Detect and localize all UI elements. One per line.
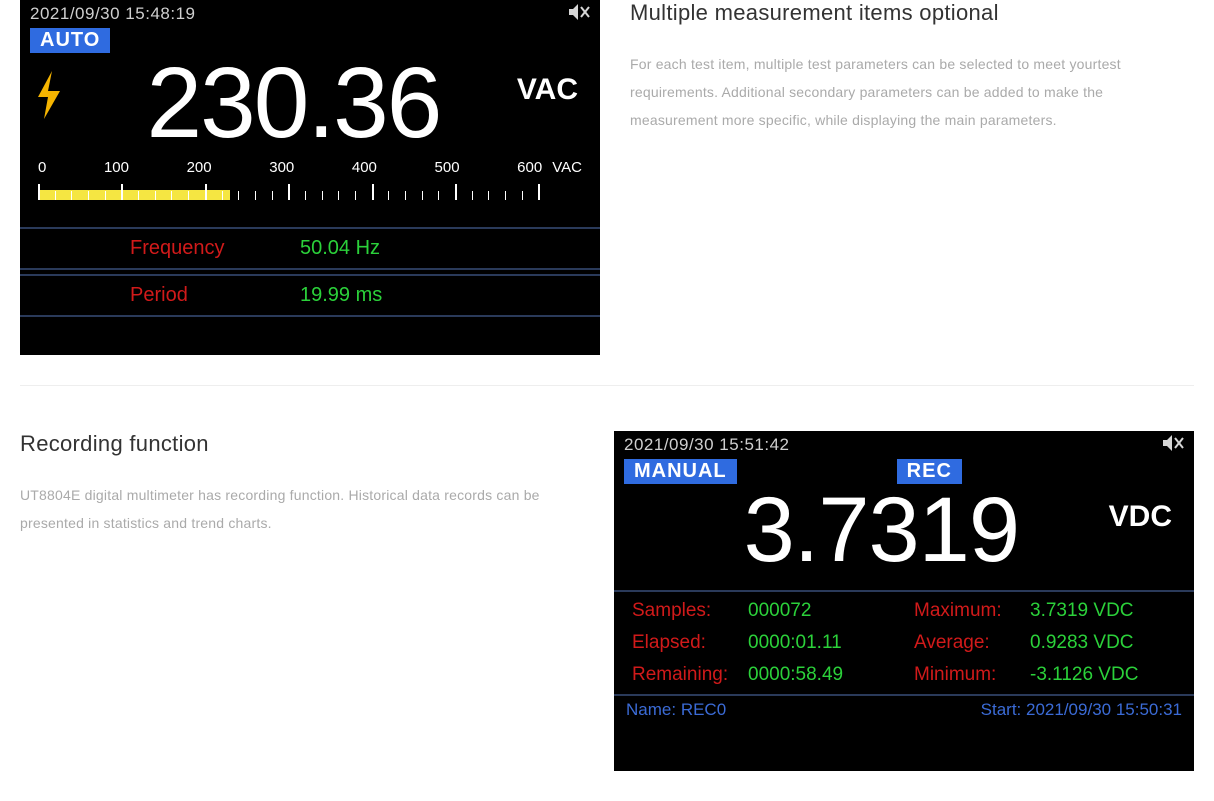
scale-tick — [105, 191, 106, 200]
mute-icon — [1162, 434, 1184, 457]
param-row: Period19.99 ms — [20, 274, 600, 317]
scale-labels: 0 100 200 300 400 500 600VAC — [38, 159, 582, 178]
footer-name: Name: REC0 — [626, 700, 726, 720]
scale-tick — [422, 191, 423, 200]
scale-tick — [305, 191, 306, 200]
scale-label: 100 — [104, 159, 129, 176]
divider — [614, 590, 1194, 592]
scale-tick — [171, 191, 172, 200]
param-label: Frequency — [20, 237, 300, 260]
mute-icon — [568, 3, 590, 26]
scale-tick — [272, 191, 273, 200]
scale-tick — [155, 191, 156, 200]
scale-label: 200 — [187, 159, 212, 176]
stat-label: Average: — [914, 632, 1018, 654]
section1-text: Multiple measurement items optional For … — [630, 0, 1194, 134]
scale-tick — [255, 191, 256, 200]
scale-tick — [322, 191, 323, 200]
primary-value: 3.7319 — [654, 484, 1109, 576]
stat-label: Maximum: — [914, 600, 1018, 622]
section-recording: Recording function UT8804E digital multi… — [20, 385, 1194, 801]
scale-tick — [472, 191, 473, 200]
stats-grid: Samples: 000072 Maximum: 3.7319 VDC Elapsed:… — [614, 600, 1194, 686]
footer-row: Name: REC0 Start: 2021/09/30 15:50:31 — [614, 694, 1194, 726]
scale-track — [38, 178, 582, 200]
scale-tick — [505, 191, 506, 200]
scale-tick — [538, 184, 540, 200]
stat-item: Remaining: 0000:58.49 — [632, 664, 894, 686]
stat-label: Minimum: — [914, 664, 1018, 686]
stat-item: Maximum: 3.7319 VDC — [914, 600, 1176, 622]
primary-value: 230.36 — [70, 53, 517, 153]
scale-tick — [138, 191, 139, 200]
scale-tick — [288, 184, 290, 200]
stat-item: Samples: 000072 — [632, 600, 894, 622]
stat-label: Samples: — [632, 600, 736, 622]
section2-text: Recording function UT8804E digital multi… — [20, 431, 584, 537]
scale-tick — [121, 184, 123, 200]
scale-tick — [188, 191, 189, 200]
scale-tick — [338, 191, 339, 200]
section2-heading: Recording function — [20, 431, 584, 457]
scale-label: 400 — [352, 159, 377, 176]
stat-label: Remaining: — [632, 664, 736, 686]
scale-tick — [238, 191, 239, 200]
scale-tick — [355, 191, 356, 200]
param-row: Frequency50.04 Hz — [20, 227, 600, 270]
param-value: 50.04 Hz — [300, 237, 380, 260]
scale-tick — [405, 191, 406, 200]
scale-label: 500 — [435, 159, 460, 176]
primary-unit: VAC — [517, 73, 578, 107]
stat-item: Elapsed: 0000:01.11 — [632, 632, 894, 654]
scale-unit: VAC — [552, 159, 582, 176]
stat-item: Minimum: -3.1126 VDC — [914, 664, 1176, 686]
stat-value: 0.9283 VDC — [1030, 632, 1134, 654]
scale-label: 0 — [38, 159, 46, 176]
stat-value: 0000:01.11 — [748, 632, 842, 654]
section1-heading: Multiple measurement items optional — [630, 0, 1194, 26]
timestamp: 2021/09/30 15:51:42 — [624, 435, 789, 455]
scale-tick — [88, 191, 89, 200]
scale-tick — [455, 184, 457, 200]
main-reading: 230.36 VAC — [20, 53, 600, 153]
scale-tick — [71, 191, 72, 200]
stat-item: Average: 0.9283 VDC — [914, 632, 1176, 654]
footer-start: Start: 2021/09/30 15:50:31 — [981, 700, 1182, 720]
primary-unit: VDC — [1109, 500, 1172, 534]
stat-value: -3.1126 VDC — [1030, 664, 1138, 686]
secondary-params: Frequency50.04 HzPeriod19.99 ms — [20, 227, 600, 317]
scale-tick — [438, 191, 439, 200]
section2-body: UT8804E digital multimeter has recording… — [20, 481, 584, 537]
scale-tick — [38, 184, 40, 200]
scale-tick — [388, 191, 389, 200]
multimeter-screen-rec: 2021/09/30 15:51:42 MANUAL REC 3.7319 VD… — [614, 431, 1194, 771]
scale-tick — [205, 184, 207, 200]
scale-tick — [372, 184, 374, 200]
mode-badge: AUTO — [30, 28, 110, 53]
multimeter-screen-vac: 2021/09/30 15:48:19 AUTO 230.36 VAC 0 100… — [20, 0, 600, 355]
section-measurement: 2021/09/30 15:48:19 AUTO 230.36 VAC 0 100… — [20, 0, 1194, 385]
scale-tick — [222, 191, 223, 200]
main-reading: 3.7319 VDC — [614, 484, 1194, 576]
stat-value: 000072 — [748, 600, 811, 622]
param-label: Period — [20, 284, 300, 307]
param-value: 19.99 ms — [300, 284, 382, 307]
status-bar: 2021/09/30 15:51:42 — [614, 431, 1194, 457]
scale-label: 600VAC — [517, 159, 582, 176]
stat-value: 3.7319 VDC — [1030, 600, 1134, 622]
scale-label: 300 — [269, 159, 294, 176]
mode-badge: MANUAL — [624, 459, 737, 484]
scale-tick — [488, 191, 489, 200]
analog-scale: 0 100 200 300 400 500 600VAC — [38, 159, 582, 217]
stat-value: 0000:58.49 — [748, 664, 843, 686]
lightning-icon — [34, 71, 64, 129]
scale-tick — [522, 191, 523, 200]
scale-fill — [38, 190, 230, 200]
scale-tick — [55, 191, 56, 200]
stat-label: Elapsed: — [632, 632, 736, 654]
timestamp: 2021/09/30 15:48:19 — [30, 4, 195, 24]
status-bar: 2021/09/30 15:48:19 — [20, 0, 600, 26]
section1-body: For each test item, multiple test parame… — [630, 50, 1194, 134]
